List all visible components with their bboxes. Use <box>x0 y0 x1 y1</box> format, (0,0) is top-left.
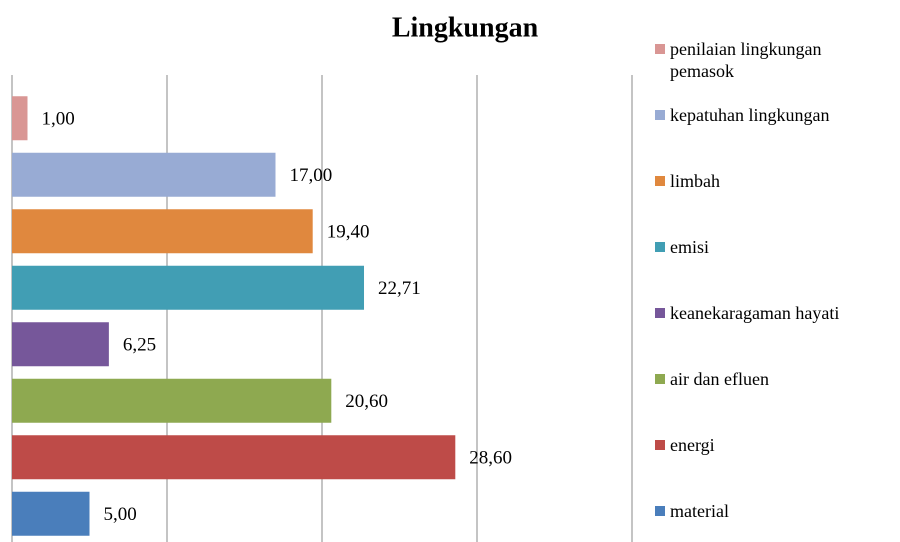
legend-label: material <box>670 501 729 521</box>
legend-item: material <box>655 500 895 522</box>
value-label: 20,60 <box>345 391 388 412</box>
bar <box>12 435 456 480</box>
chart-title: Lingkungan <box>392 12 539 43</box>
legend-swatch <box>655 44 665 54</box>
legend-label: emisi <box>670 237 709 257</box>
value-label: 5,00 <box>104 504 137 525</box>
legend-item: penilaian lingkungan pemasok <box>655 38 895 82</box>
legend-label: keanekaragaman hayati <box>670 303 840 323</box>
legend-item: limbah <box>655 170 895 192</box>
legend-swatch <box>655 176 665 186</box>
value-label: 1,00 <box>42 109 75 130</box>
bar <box>12 96 28 141</box>
legend-item: emisi <box>655 236 895 258</box>
bar <box>12 152 276 197</box>
legend-item: energi <box>655 434 895 456</box>
legend-label: air dan efluen <box>670 369 769 389</box>
value-label: 28,60 <box>469 448 512 469</box>
legend-item: air dan efluen <box>655 368 895 390</box>
legend-item: keanekaragaman hayati <box>655 302 895 324</box>
value-label: 6,25 <box>123 335 156 356</box>
bar <box>12 265 365 310</box>
bar <box>12 491 90 536</box>
legend-swatch <box>655 506 665 516</box>
legend-label: penilaian lingkungan pemasok <box>670 39 822 81</box>
legend-swatch <box>655 374 665 384</box>
value-label: 19,40 <box>327 222 370 243</box>
legend-label: kepatuhan lingkungan <box>670 105 830 125</box>
value-label: 22,71 <box>378 278 421 299</box>
legend-label: limbah <box>670 171 720 191</box>
legend-swatch <box>655 308 665 318</box>
bar <box>12 322 109 367</box>
legend-item: kepatuhan lingkungan <box>655 104 895 126</box>
legend-swatch <box>655 242 665 252</box>
bar <box>12 209 313 254</box>
legend-swatch <box>655 440 665 450</box>
bar <box>12 378 332 423</box>
legend-swatch <box>655 110 665 120</box>
value-label: 17,00 <box>290 165 333 186</box>
legend-label: energi <box>670 435 715 455</box>
